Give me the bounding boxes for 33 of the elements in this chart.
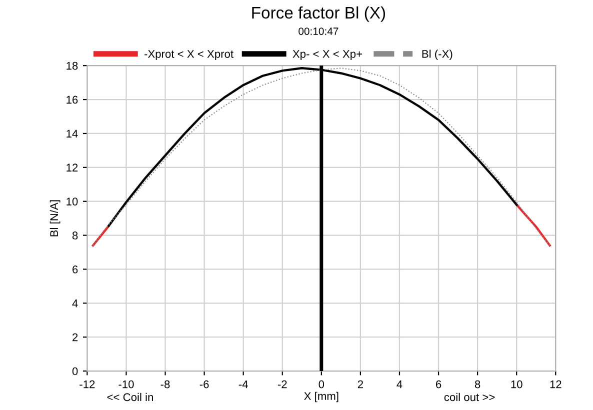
text: coil out >> xyxy=(444,392,495,402)
legend-label: Bl (-X) xyxy=(422,50,452,60)
y-tick-label: 0 xyxy=(72,367,78,376)
text: << Coil in xyxy=(107,392,153,402)
y-tick-label: 4 xyxy=(72,300,78,308)
y-tick-label: 8 xyxy=(72,232,78,240)
y-tick-label: 18 xyxy=(66,62,78,70)
x-tick-label: -8 xyxy=(160,380,170,388)
x-tick-label: 12 xyxy=(550,380,562,388)
x-tick-label: 8 xyxy=(474,380,480,388)
x-tick-label: 0 xyxy=(318,380,324,388)
x-tick-label: 6 xyxy=(436,380,442,388)
x-tick-label: 10 xyxy=(511,380,522,388)
y-tick-label: 16 xyxy=(66,96,78,104)
x-tick-label: -10 xyxy=(118,380,134,388)
y-tick-label: 10 xyxy=(66,198,78,206)
chart-subtitle: 00:10:47 xyxy=(298,28,338,35)
y-tick-label: 2 xyxy=(72,333,78,342)
x-tick-label: -4 xyxy=(238,380,248,388)
legend-label: -Xprot < X < Xprot xyxy=(144,50,234,60)
x-tick-label: -6 xyxy=(200,380,209,388)
x-tick-label: 2 xyxy=(358,380,363,388)
line-series xyxy=(92,68,550,246)
chart-title: Force factor Bl (X) xyxy=(252,6,386,22)
y-tick-label: 6 xyxy=(72,266,78,274)
x-tick-label: 4 xyxy=(396,380,402,388)
legend-label: Xp- < X < Xp+ xyxy=(292,50,362,60)
x-axis-title: X [mm] xyxy=(304,392,338,402)
y-tick-label: 12 xyxy=(66,164,78,172)
x-tick-label: -12 xyxy=(80,380,95,388)
y-axis-title: Bl [N/A] xyxy=(50,200,60,236)
x-tick-label: -2 xyxy=(278,380,287,388)
y-tick-label: 14 xyxy=(66,130,78,138)
